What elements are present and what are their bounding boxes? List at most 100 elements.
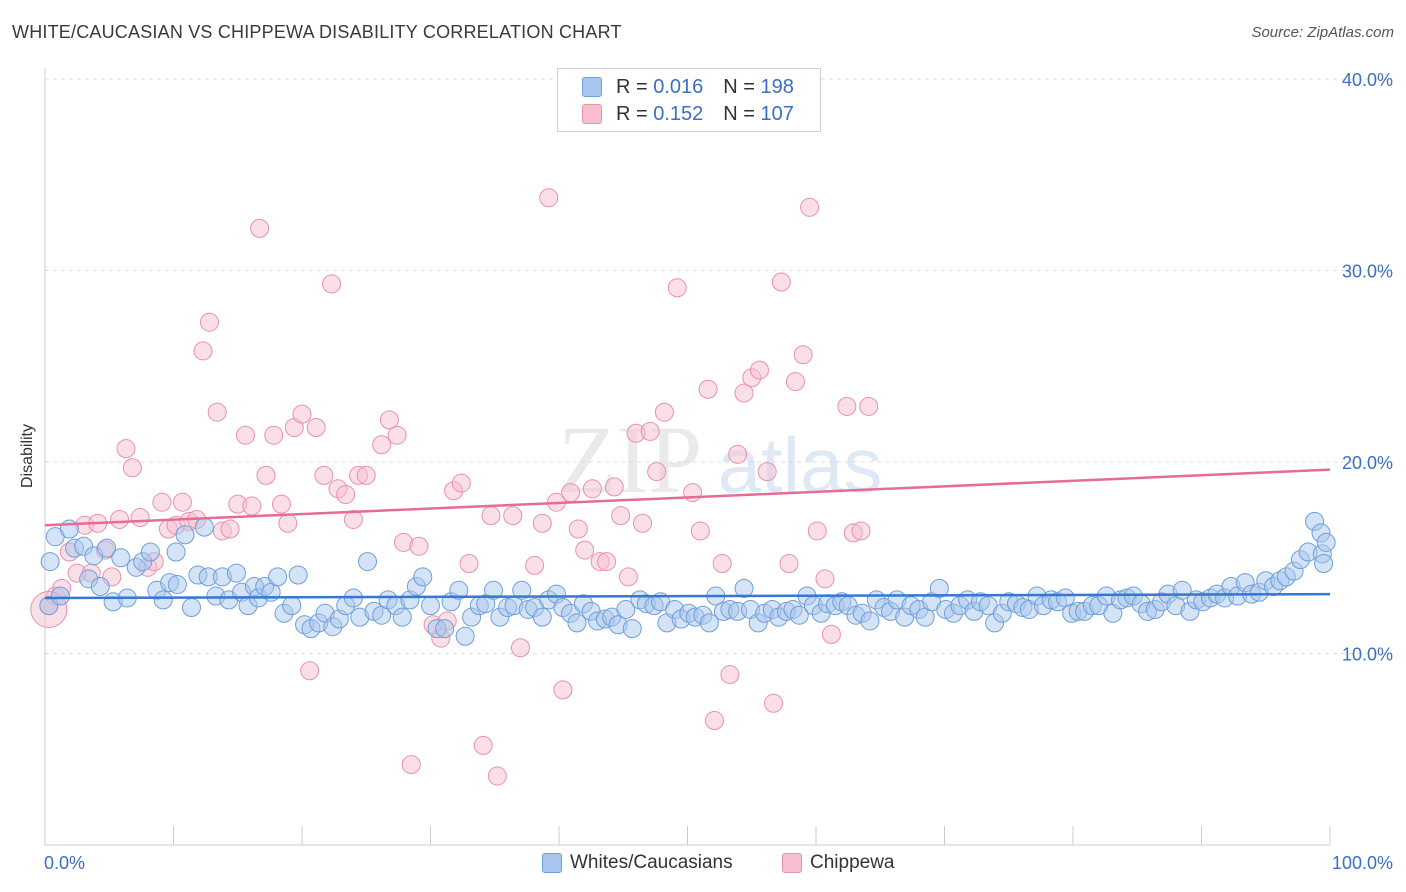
bottom-legend-whites: Whites/Caucasians (542, 852, 733, 874)
trend-line-chippewa (44, 468, 1331, 527)
chippewa-point (271, 494, 291, 514)
pink-swatch (782, 853, 802, 873)
chippewa-point (336, 485, 356, 505)
chippewa-point (604, 477, 624, 497)
chippewa-point (764, 693, 784, 713)
chippewa-point (409, 536, 429, 556)
whites-point (512, 580, 532, 600)
whites-point (421, 596, 440, 616)
chippewa-point (815, 569, 835, 589)
source-label: Source: ZipAtlas.com (1251, 24, 1394, 41)
whites-point (97, 538, 117, 558)
chippewa-point (704, 711, 724, 731)
whites-point (616, 599, 636, 619)
chippewa-point (207, 402, 227, 422)
chippewa-point (720, 665, 740, 685)
whites-point (175, 525, 195, 545)
whites-point (532, 607, 552, 627)
chippewa-point (532, 513, 552, 533)
chippewa-point (553, 680, 573, 700)
chippewa-point (597, 552, 617, 572)
chippewa-point (481, 506, 501, 526)
r-value-chippewa: 0.152 (653, 102, 704, 125)
chippewa-point (640, 421, 660, 441)
whites-point (860, 611, 880, 631)
whites-point (50, 586, 70, 606)
chippewa-point (473, 735, 493, 755)
blue-swatch (582, 77, 602, 97)
chippewa-point (807, 521, 827, 541)
n-value-whites: 198 (760, 75, 794, 98)
chippewa-point (611, 506, 631, 526)
chippewa-point (690, 521, 710, 541)
whites-point (181, 598, 201, 618)
chart-title: WHITE/CAUCASIAN VS CHIPPEWA DISABILITY C… (12, 22, 622, 42)
whites-point (449, 580, 469, 600)
r-label: R = (616, 102, 648, 125)
chippewa-point (300, 661, 320, 681)
chippewa-point (785, 372, 805, 392)
whites-point (226, 563, 246, 583)
whites-point (1316, 532, 1336, 552)
chippewa-point (654, 402, 674, 422)
chippewa-point (647, 462, 667, 482)
whites-points (39, 511, 1336, 646)
legend-row-chippewa: R = 0.152 N = 107 (582, 102, 794, 126)
trend-line-whites (44, 592, 1331, 600)
tick-labels: 10.0% 20.0% 30.0% 40.0% 0.0% 100.0% (44, 70, 1393, 873)
chippewa-point (698, 379, 718, 399)
chippewa-point (110, 509, 130, 529)
blue-swatch (542, 853, 562, 873)
chippewa-point (568, 519, 588, 539)
chippewa-point (683, 483, 703, 503)
chippewa-point (343, 509, 363, 529)
chippewa-point (800, 197, 820, 217)
chippewa-point (459, 553, 479, 573)
whites-point (40, 552, 60, 572)
whites-point (153, 590, 173, 610)
chippewa-point (667, 278, 687, 298)
chippewa-point (292, 404, 312, 424)
chippewa-point (510, 638, 530, 658)
chippewa-point (356, 465, 376, 485)
whites-point (268, 567, 288, 587)
legend-label-whites: Whites/Caucasians (570, 852, 733, 873)
whites-point (166, 542, 186, 562)
y-tick-label: 20.0% (1342, 453, 1393, 473)
chippewa-point (859, 396, 879, 416)
legend-label-chippewa: Chippewa (810, 852, 895, 873)
chippewa-point (172, 492, 192, 512)
chippewa-point (401, 755, 421, 775)
chippewa-point (220, 519, 240, 539)
whites-point (622, 619, 642, 639)
chippewa-point (130, 508, 150, 528)
chippewa-point (749, 360, 769, 380)
chippewa-point (633, 513, 653, 533)
chippewa-point (487, 766, 507, 786)
y-tick-label: 10.0% (1342, 645, 1393, 665)
whites-point (435, 619, 455, 639)
chippewa-point (314, 465, 334, 485)
whites-point (734, 578, 754, 598)
n-label: N = (723, 75, 755, 98)
chippewa-point (757, 462, 777, 482)
whites-point (413, 567, 433, 587)
chippewa-point (250, 218, 270, 238)
whites-point (567, 613, 587, 633)
whites-point (140, 542, 160, 562)
chippewa-point (734, 383, 754, 403)
gridlines (45, 78, 1392, 654)
whites-point (455, 626, 475, 646)
pink-swatch (582, 104, 602, 124)
chippewa-point (116, 439, 136, 459)
legend-row-whites: R = 0.016 N = 198 (582, 75, 794, 99)
whites-point (288, 565, 308, 585)
whites-point (789, 605, 809, 625)
r-value-whites: 0.016 (653, 75, 704, 98)
whites-point (111, 548, 131, 568)
chippewa-point (256, 465, 276, 485)
chippewa-point (264, 425, 284, 445)
whites-point (90, 576, 110, 596)
watermark-zip: ZIP (558, 406, 702, 513)
